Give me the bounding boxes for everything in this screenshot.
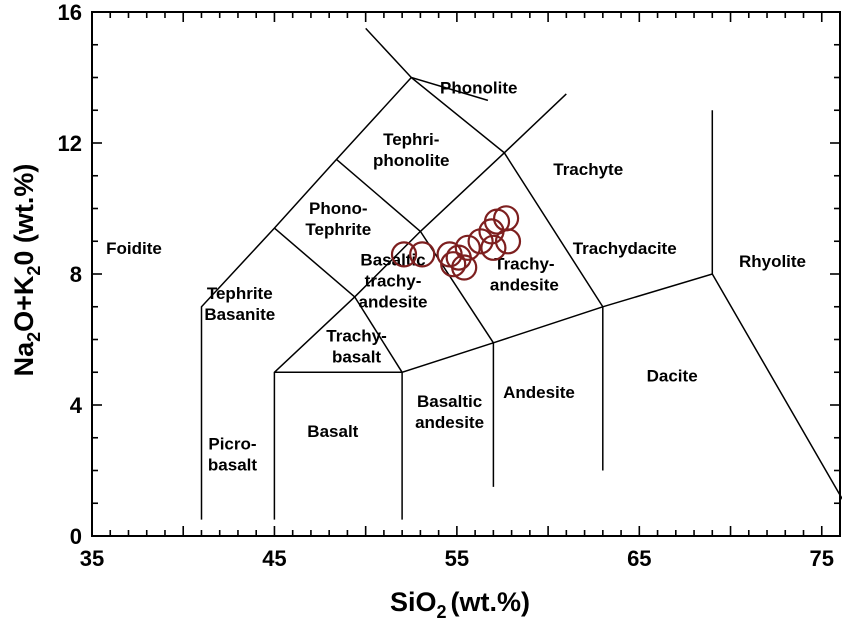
field-label: Tephri-phonolite — [373, 130, 449, 170]
boundary-line — [336, 158, 421, 232]
y-tick-label: 16 — [58, 0, 82, 25]
y-axis-ticks: 0 4 8 12 16 — [58, 0, 840, 549]
field-labels: Phonolite Tephri-phonolite Trachyte Phono-T… — [106, 78, 806, 474]
data-points — [390, 205, 522, 281]
field-label: Phono-Tephrite — [305, 199, 371, 239]
y-axis-title: Na2O+K20 (wt.%) — [9, 164, 44, 377]
data-point — [454, 234, 481, 261]
field-label: Trachy-andesite — [490, 255, 559, 295]
boundary-line — [365, 27, 489, 102]
x-tick-label: 55 — [445, 546, 469, 571]
x-tick-label: 45 — [262, 546, 286, 571]
field-label: Basalt — [307, 422, 358, 441]
x-axis-title: SiO2 (wt.%) — [390, 587, 530, 618]
y-tick-label: 4 — [70, 393, 83, 418]
data-point — [480, 234, 507, 261]
boundary-line — [200, 76, 842, 520]
data-point — [493, 205, 520, 232]
x-tick-label: 75 — [810, 546, 834, 571]
data-point — [409, 241, 436, 268]
boundary-line — [273, 227, 356, 298]
field-label: Rhyolite — [739, 252, 806, 271]
field-boundaries — [200, 27, 842, 520]
field-label: Trachyte — [553, 160, 623, 179]
x-axis-ticks: 35 45 55 65 75 — [80, 12, 834, 571]
field-label: Dacite — [647, 367, 698, 386]
data-point — [440, 251, 467, 278]
x-tick-label: 35 — [80, 546, 104, 571]
field-label: Trachy-basalt — [326, 327, 386, 367]
field-label: Trachydacite — [573, 239, 677, 258]
y-tick-label: 12 — [58, 131, 82, 156]
field-label: Andesite — [503, 383, 575, 402]
field-label: Tephrite Basanite — [204, 284, 275, 324]
field-label: Picro-basalt — [208, 435, 257, 475]
field-label: Phonolite — [440, 78, 517, 97]
data-point — [451, 254, 478, 281]
boundary-line — [401, 306, 604, 520]
data-point — [494, 228, 522, 255]
data-point — [390, 241, 418, 268]
y-tick-label: 0 — [70, 524, 82, 549]
field-label: Foidite — [106, 239, 162, 258]
x-tick-label: 65 — [627, 546, 651, 571]
boundary-line — [354, 296, 403, 373]
boundary-line — [503, 93, 567, 154]
field-label: Basaltic andesite — [415, 392, 484, 432]
y-tick-label: 8 — [70, 262, 82, 287]
